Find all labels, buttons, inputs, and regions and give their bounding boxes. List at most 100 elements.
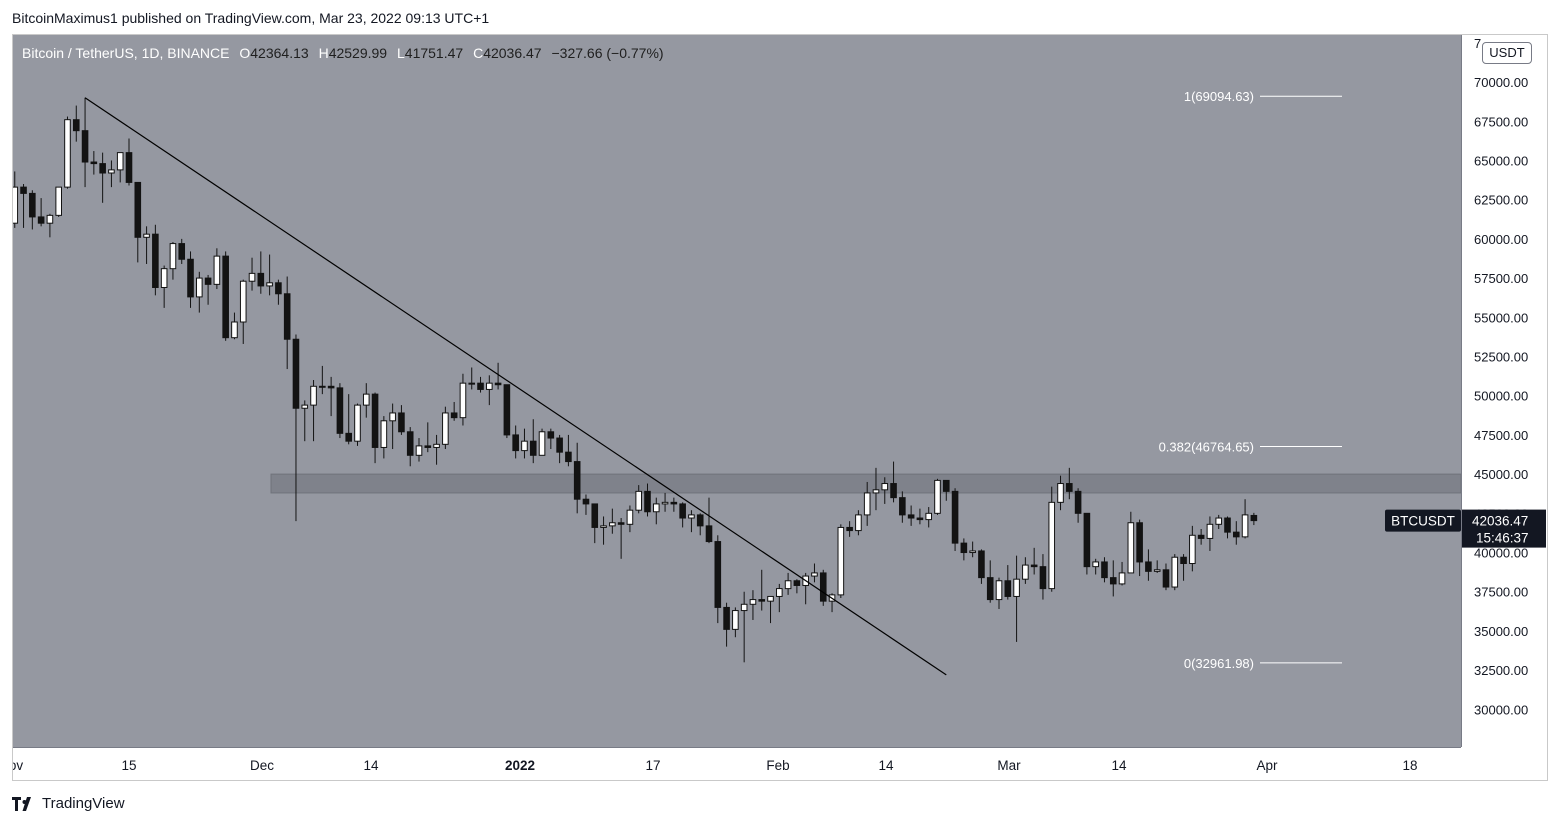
candle (389, 403, 396, 450)
candle (1013, 555, 1020, 642)
candle-body-down (890, 483, 897, 499)
candle-body-down (327, 385, 335, 389)
candle (529, 419, 537, 464)
candle-body-up (1057, 483, 1064, 503)
candle (380, 416, 388, 459)
candle (1109, 560, 1117, 597)
candle (591, 503, 599, 544)
price-tick-label: 40000.00 (1474, 546, 1528, 561)
candle-body-up (767, 595, 774, 602)
candle-body-up (1127, 522, 1135, 574)
candle (705, 497, 713, 544)
candle (486, 375, 493, 406)
candle-body-up (740, 603, 748, 612)
candle (740, 591, 748, 663)
candle (196, 271, 203, 313)
time-axis-scale[interactable]: ov 15 Dec 14 2022 17 Feb 14 Mar 14 Apr 18 (9, 748, 1461, 781)
candle-body-down (1232, 531, 1240, 538)
candle-body-down (99, 163, 106, 174)
candle-body-down (257, 272, 265, 287)
candle-body-down (37, 216, 45, 224)
price-tick-label: 50000.00 (1474, 389, 1528, 404)
tradingview-wordmark: TradingView (42, 795, 125, 812)
candle-body-up (1118, 572, 1126, 585)
time-axis[interactable]: ov 15 Dec 14 2022 17 Feb 14 Mar 14 Apr 18 (9, 747, 1461, 781)
candle (960, 538, 968, 561)
candle-body-up (661, 501, 669, 505)
price-axis-scale[interactable]: 7 70000.00 67500.00 65000.00 62500.00 60000.0… (1462, 35, 1548, 747)
candle (46, 213, 54, 238)
candle (1048, 486, 1056, 592)
candle-body-down (793, 580, 801, 586)
candle-body-down (986, 577, 994, 601)
candle-body-up (776, 588, 783, 597)
candle (670, 497, 678, 512)
tradingview-logo-icon (12, 796, 31, 811)
candle (81, 97, 89, 188)
price-tick-label: 52500.00 (1474, 349, 1528, 364)
candle (143, 226, 150, 264)
candle-body-down (134, 181, 142, 238)
candle-body-down (591, 503, 599, 528)
candle-body-down (899, 497, 906, 516)
candle-body-down (960, 542, 968, 554)
candle (450, 401, 458, 421)
candle (292, 334, 300, 522)
candle-body-down (371, 393, 379, 448)
symbol-tag-label: BTCUSDT (1391, 514, 1455, 529)
candle-body-down (20, 186, 27, 194)
candle-body-up (855, 514, 862, 532)
candle-body-up (459, 382, 467, 419)
price-tick-label: 55000.00 (1474, 310, 1528, 325)
candle (995, 577, 1003, 609)
candle-body-down (292, 338, 300, 409)
candle (969, 541, 976, 558)
currency-unit-button[interactable]: USDT (1482, 42, 1532, 64)
symbol-tag-bg (1385, 509, 1461, 532)
candle-body-up (196, 277, 203, 298)
descending-trendline[interactable] (84, 97, 947, 676)
candle (916, 508, 924, 525)
candle-body-up (749, 599, 757, 605)
candle-body-up (995, 580, 1003, 601)
candle-body-down (1030, 564, 1038, 568)
candle (609, 508, 616, 534)
chart-plot-area[interactable]: 1(69094.63) 0.382(46764.65) 0(32961.98) BT… (13, 35, 1461, 747)
candle (310, 380, 317, 442)
candle-body-up (1153, 569, 1161, 572)
candle-body-down (1109, 577, 1117, 585)
candle-body-down (644, 490, 651, 513)
candle (239, 279, 247, 344)
candle-body-down (1197, 534, 1205, 539)
candle (125, 138, 133, 186)
candle-body-up (1206, 523, 1214, 539)
candle-body-down (90, 161, 98, 165)
candle-body-up (688, 514, 695, 519)
last-price-value: 42036.47 (1472, 514, 1528, 529)
candle-body-down (1101, 561, 1108, 579)
candle-body-up (784, 580, 792, 590)
candle (1083, 512, 1091, 575)
candle-body-down (204, 277, 212, 285)
candle (301, 400, 309, 442)
time-tick-label: Dec (250, 758, 274, 773)
candle (433, 434, 440, 465)
candle-body-up (362, 393, 370, 406)
candle (951, 488, 959, 551)
candlestick-chart[interactable]: 1(69094.63) 0.382(46764.65) 0(32961.98) BT… (13, 35, 1461, 747)
change-value: −327.66 (−0.77%) (551, 45, 664, 61)
candle-body-down (679, 503, 686, 519)
price-tick-label: 32500.00 (1474, 663, 1528, 678)
candle (635, 485, 643, 514)
candle (1145, 549, 1152, 581)
candle-body-up (239, 280, 247, 323)
candle (108, 160, 115, 188)
candle-body-down (556, 437, 563, 453)
price-tick-label: 65000.00 (1474, 153, 1528, 168)
candle (1162, 563, 1170, 591)
candle (1101, 557, 1108, 583)
candle (863, 481, 871, 526)
price-axis[interactable]: 7 70000.00 67500.00 65000.00 62500.00 60000.0… (1461, 35, 1547, 747)
candle (793, 579, 801, 594)
candle (652, 497, 660, 525)
